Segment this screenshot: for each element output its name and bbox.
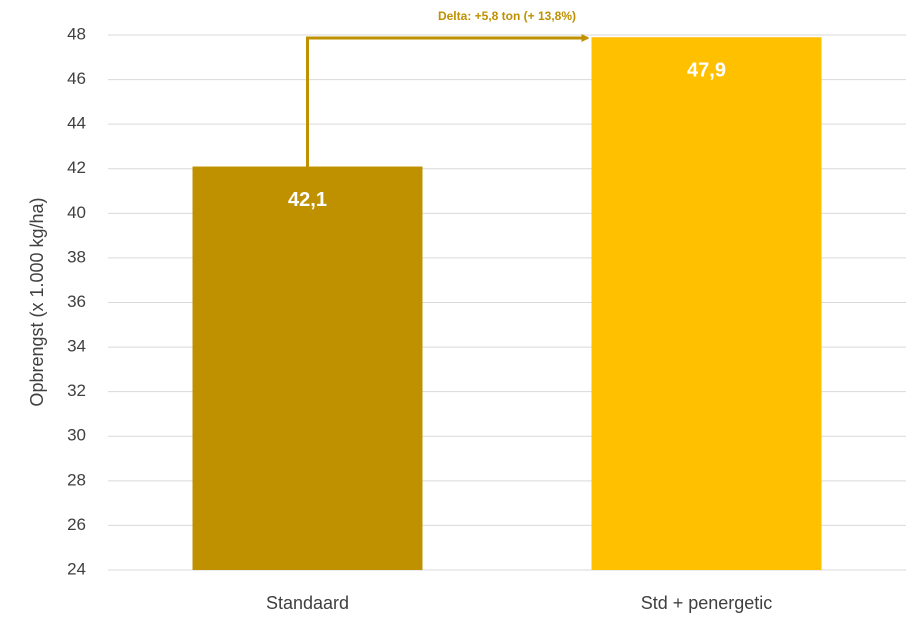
- y-tick-label: 28: [67, 470, 86, 489]
- y-tick-label: 32: [67, 381, 86, 400]
- y-tick-label: 24: [67, 559, 86, 578]
- y-tick-label: 46: [67, 69, 86, 88]
- y-axis-title: Opbrengst (x 1.000 kg/ha): [27, 197, 47, 406]
- y-tick-label: 34: [67, 337, 86, 356]
- y-tick-label: 44: [67, 114, 86, 133]
- y-tick-label: 36: [67, 292, 86, 311]
- bar: [192, 166, 423, 571]
- data-label: 47,9: [687, 60, 726, 82]
- y-tick-label: 48: [67, 24, 86, 43]
- y-tick-label: 42: [67, 158, 86, 177]
- x-tick-label: Standaard: [266, 593, 349, 613]
- bar: [591, 37, 822, 570]
- annotation: Delta: +5,8 ton (+ 13,8%): [438, 9, 576, 23]
- y-tick-label: 30: [67, 426, 86, 445]
- y-tick-label: 26: [67, 515, 86, 534]
- delta-arrow: [306, 34, 590, 167]
- y-tick-label: 40: [67, 203, 86, 222]
- data-label: 42,1: [288, 189, 327, 211]
- y-tick-label: 38: [67, 247, 86, 266]
- x-tick-label: Std + penergetic: [641, 593, 773, 613]
